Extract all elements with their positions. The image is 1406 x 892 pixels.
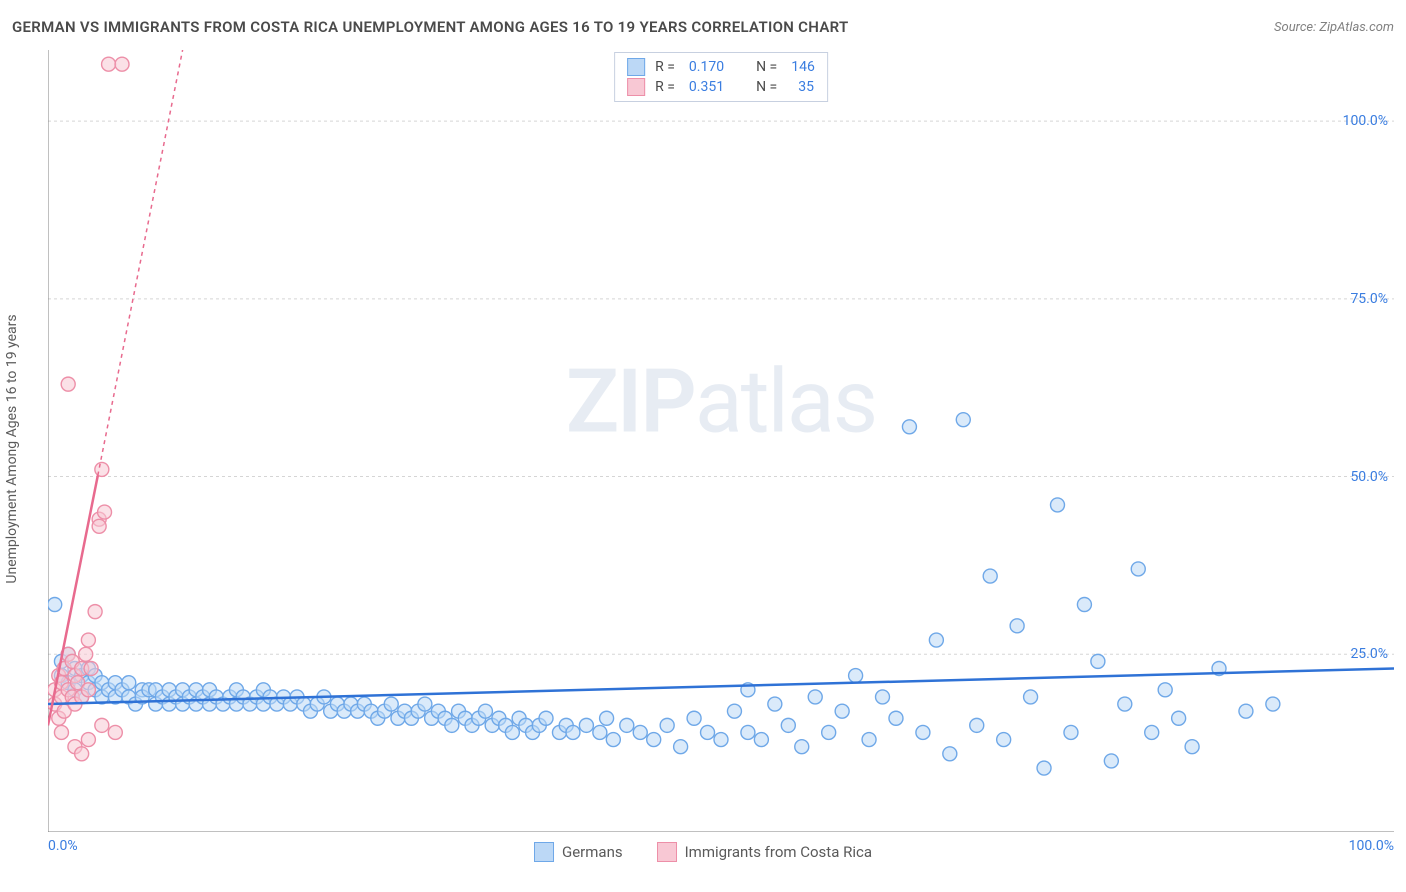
source-attribution: Source: ZipAtlas.com xyxy=(1274,20,1394,35)
correlation-legend: R = 0.170 N = 146 R = 0.351 N = 35 xyxy=(614,52,828,102)
x-tick-min: 0.0% xyxy=(48,838,78,854)
r-label: R = xyxy=(655,59,675,75)
x-tick-max: 100.0% xyxy=(1349,838,1394,854)
legend-row-costarica: R = 0.351 N = 35 xyxy=(627,77,815,97)
swatch-germans xyxy=(627,58,645,76)
legend-item-costarica: Immigrants from Costa Rica xyxy=(657,842,872,862)
plot-area: Unemployment Among Ages 16 to 19 years Z… xyxy=(48,50,1394,832)
legend-row-germans: R = 0.170 N = 146 xyxy=(627,57,815,77)
n-label: N = xyxy=(756,79,777,95)
swatch-costarica xyxy=(627,78,645,96)
n-value-costarica: 35 xyxy=(798,79,814,95)
n-value-germans: 146 xyxy=(791,59,815,75)
legend-swatch-costarica xyxy=(657,842,677,862)
y-axis-label: Unemployment Among Ages 16 to 19 years xyxy=(4,314,20,583)
legend-swatch-germans xyxy=(534,842,554,862)
legend-label-costarica: Immigrants from Costa Rica xyxy=(685,843,872,861)
r-label: R = xyxy=(655,79,675,95)
series-legend: Germans Immigrants from Costa Rica xyxy=(534,842,872,862)
legend-label-germans: Germans xyxy=(562,843,623,861)
r-value-germans: 0.170 xyxy=(689,59,724,75)
r-value-costarica: 0.351 xyxy=(689,79,724,95)
chart-title: GERMAN VS IMMIGRANTS FROM COSTA RICA UNE… xyxy=(12,18,849,36)
scatter-chart xyxy=(48,50,1394,832)
n-label: N = xyxy=(756,59,777,75)
legend-item-germans: Germans xyxy=(534,842,623,862)
